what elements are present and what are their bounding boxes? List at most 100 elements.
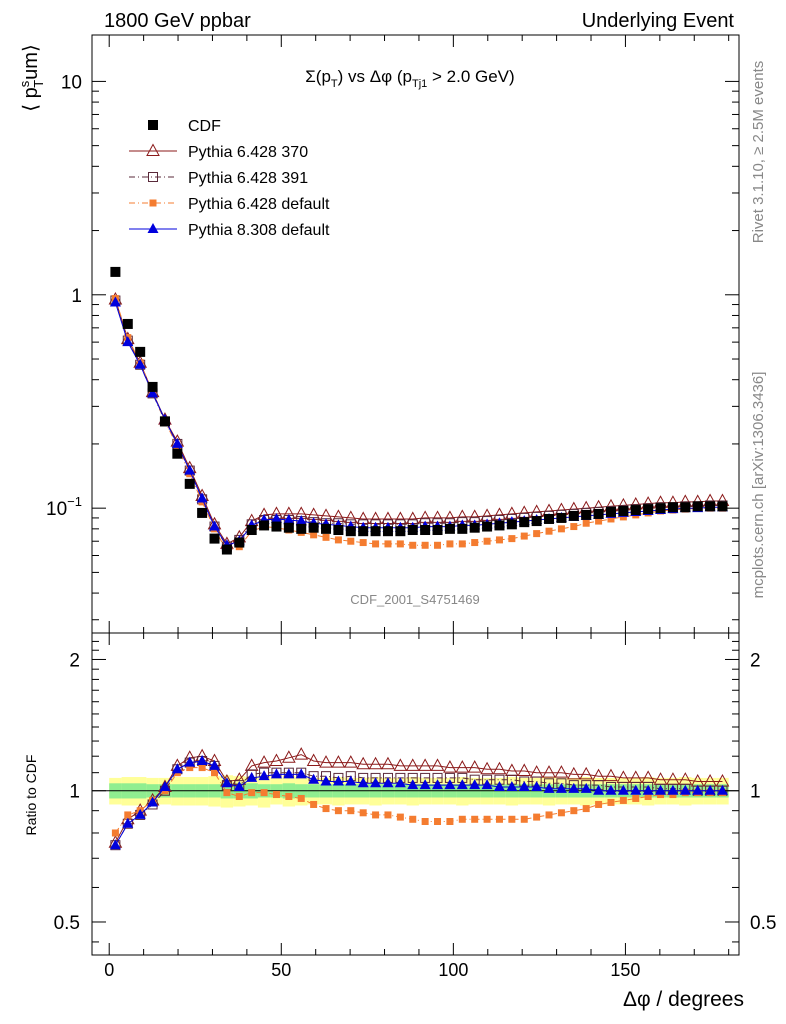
ratio-data-point — [555, 782, 567, 793]
ratio-data-point — [557, 809, 565, 817]
ratio-data-point — [582, 805, 590, 813]
ratio-data-point — [430, 758, 445, 771]
main-data-point — [296, 523, 307, 534]
ratio-y-tick-label-right: 1 — [750, 782, 761, 803]
main-data-point — [270, 512, 282, 523]
ratio-data-point — [716, 784, 728, 795]
ratio-data-point — [294, 747, 309, 760]
ratio-data-point — [595, 800, 603, 808]
ratio-data-point — [235, 792, 243, 800]
main-data-point — [630, 505, 641, 516]
main-data-point — [692, 501, 703, 512]
ratio-data-point — [209, 759, 221, 770]
ratio-data-point — [655, 784, 667, 795]
main-data-point — [618, 505, 629, 516]
main-data-point — [382, 526, 393, 537]
ratio-data-point — [257, 755, 271, 768]
main-data-point — [421, 541, 429, 549]
main-data-point — [321, 523, 332, 534]
ratio-data-point — [604, 768, 618, 782]
ratio-data-point — [244, 758, 259, 771]
ratio-data-point — [704, 784, 716, 795]
main-data-point — [184, 464, 196, 475]
ratio-data-point — [617, 784, 629, 795]
ratio-data-point — [570, 807, 578, 815]
main-data-point — [159, 416, 170, 427]
x-tick-label: 150 — [610, 960, 640, 980]
ratio-data-point — [554, 765, 569, 778]
ratio-data-point — [481, 779, 493, 790]
ratio-data-point — [306, 753, 321, 766]
ratio-data-point — [171, 763, 183, 774]
ratio-y-tick-label-left: 1 — [69, 782, 80, 803]
main-data-point — [109, 296, 121, 307]
ratio-data-point — [147, 796, 159, 807]
ratio-data-point — [508, 815, 516, 823]
main-series-0 — [110, 266, 728, 555]
ratio-data-point — [605, 784, 617, 795]
main-data-point — [147, 381, 158, 392]
ratio-data-point — [381, 756, 395, 770]
main-data-point — [605, 506, 616, 517]
ratio-data-point — [642, 784, 654, 795]
main-data-point — [595, 517, 603, 525]
main-data-point — [333, 525, 344, 536]
main-data-point — [508, 535, 516, 543]
main-data-point — [171, 437, 183, 448]
main-data-point — [494, 520, 505, 531]
ratio-data-point — [359, 809, 367, 817]
main-data-point — [395, 526, 406, 537]
main-data-point — [122, 336, 134, 347]
main-data-point — [184, 478, 195, 489]
main-data-point — [607, 515, 615, 523]
plot-title: Σ(pT) vs Δφ (pTj1 > 2.0 GeV) — [305, 67, 514, 90]
ratio-data-point — [619, 796, 627, 804]
main-data-point — [544, 513, 555, 524]
ratio-data-point — [196, 754, 208, 765]
ratio-data-point — [269, 753, 284, 766]
ratio-data-point — [134, 808, 146, 819]
main-data-point — [568, 510, 579, 521]
legend-entry: Pythia 6.428 default — [129, 196, 330, 213]
main-data-point — [409, 541, 417, 549]
ratio-plot-frame — [91, 632, 740, 956]
main-data-point — [458, 540, 466, 548]
ratio-data-point — [542, 765, 556, 778]
ratio-data-point — [282, 750, 296, 763]
ratio-data-point — [270, 768, 282, 779]
legend-label: Pythia 6.428 default — [188, 196, 330, 213]
ratio-data-point — [246, 771, 258, 782]
ratio-data-point — [331, 755, 346, 768]
legend-label: CDF — [188, 118, 221, 135]
ratio-data-point — [421, 818, 429, 826]
ratio-data-point — [334, 807, 342, 815]
main-data-point — [172, 448, 183, 459]
main-data-point — [482, 521, 493, 532]
main-data-point — [444, 523, 455, 534]
ratio-data-point — [124, 811, 132, 819]
ratio-data-point — [531, 780, 543, 791]
ratio-data-point — [493, 780, 505, 791]
main-data-point — [370, 526, 381, 537]
main-data-point — [358, 526, 369, 537]
main-data-point — [680, 502, 691, 513]
ratio-data-point — [517, 763, 532, 776]
legend-marker — [148, 120, 158, 130]
main-data-point — [308, 522, 319, 533]
ratio-data-point — [480, 761, 494, 775]
ratio-data-point — [372, 811, 380, 819]
ratio-data-point — [221, 777, 233, 788]
main-data-point — [110, 266, 121, 277]
ratio-data-point — [308, 773, 320, 784]
ratio-data-point — [283, 768, 295, 779]
ratio-data-point — [396, 813, 404, 821]
ratio-data-point — [443, 760, 457, 773]
main-data-point — [147, 387, 159, 398]
main-data-point — [717, 501, 728, 512]
main-data-point — [209, 533, 220, 544]
main-data-point — [271, 521, 282, 532]
ratio-series-4 — [109, 754, 728, 850]
ratio-data-point — [394, 777, 406, 788]
main-data-point — [655, 503, 666, 514]
